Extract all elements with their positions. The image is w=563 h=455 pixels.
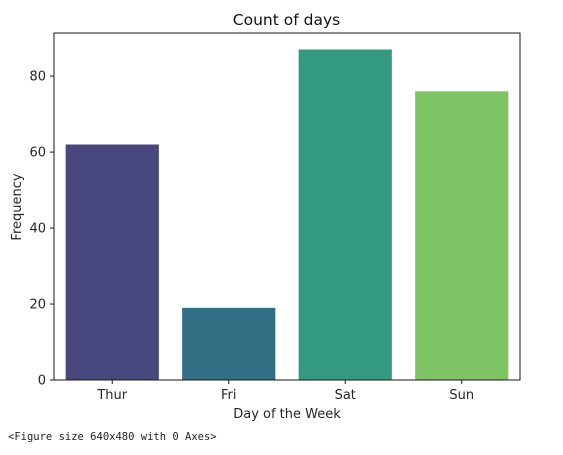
y-tick-label-80: 80 xyxy=(29,70,46,85)
x-tick-label-fri: Fri xyxy=(221,388,237,403)
y-tick-label-40: 40 xyxy=(29,222,46,237)
chart-title: Count of days xyxy=(233,11,340,29)
y-axis-label: Frequency xyxy=(10,173,25,240)
bar-sat xyxy=(298,49,392,381)
x-axis-ticks: Thur Fri Sat Sun xyxy=(96,380,474,403)
bar-sun xyxy=(415,91,509,380)
y-axis-ticks: 0 20 40 60 80 xyxy=(29,70,54,389)
bar-fri xyxy=(182,307,276,380)
x-tick-label-sat: Sat xyxy=(335,388,356,403)
x-tick-label-thur: Thur xyxy=(96,388,127,403)
y-tick-label-20: 20 xyxy=(29,298,46,313)
figure-size-note: <Figure size 640x480 with 0 Axes> xyxy=(8,431,217,443)
axes-frame xyxy=(53,32,521,381)
x-tick-label-sun: Sun xyxy=(449,388,474,403)
x-axis-label: Day of the Week xyxy=(233,407,341,422)
y-tick-label-0: 0 xyxy=(38,374,46,389)
bars-group xyxy=(65,49,509,381)
y-tick-label-60: 60 xyxy=(29,146,46,161)
bar-thur xyxy=(65,144,159,380)
